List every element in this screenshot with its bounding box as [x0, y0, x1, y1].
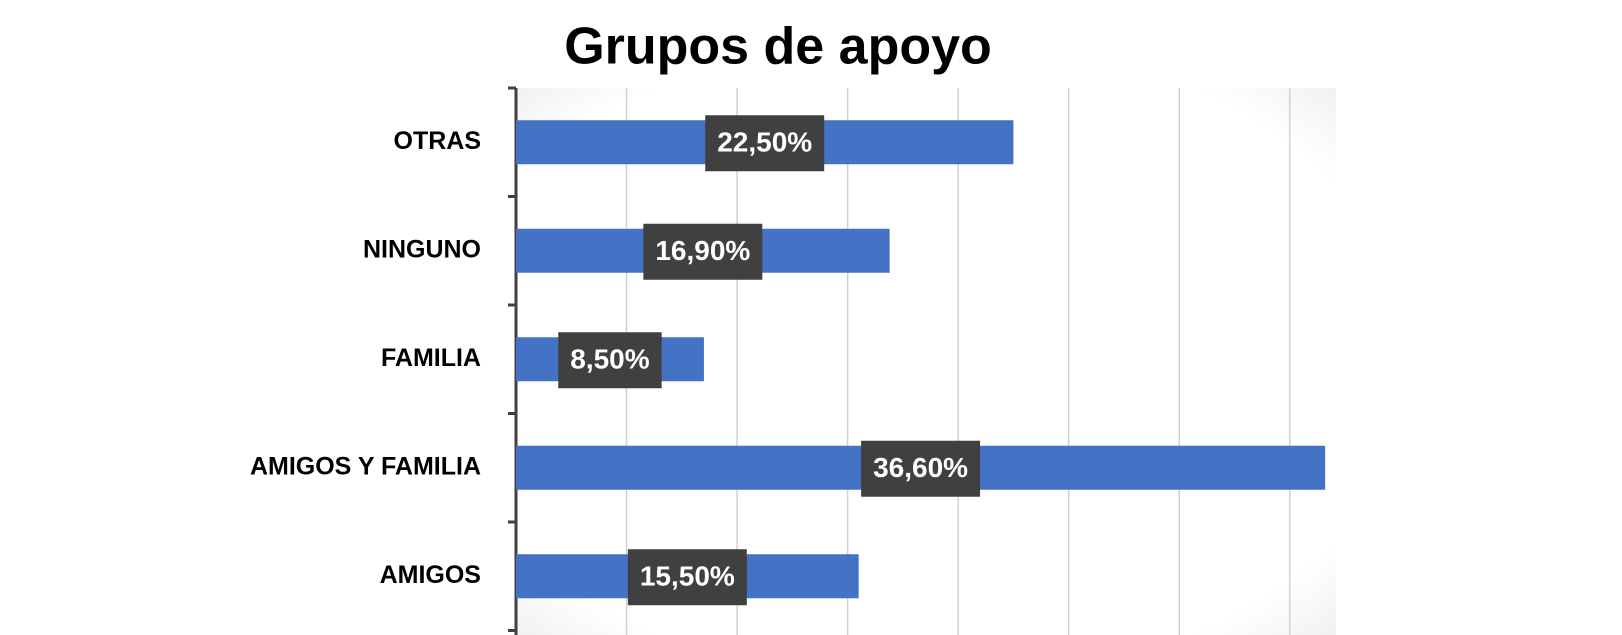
- data-label: 22,50%: [717, 127, 812, 158]
- data-label: 16,90%: [655, 235, 750, 266]
- data-label-box: [558, 332, 662, 389]
- data-label: 36,60%: [873, 452, 968, 483]
- chart-title: Grupos de apoyo: [564, 18, 992, 76]
- data-label-box: [705, 115, 825, 172]
- y-tick-label: NINGUNO: [363, 235, 481, 263]
- data-label: 8,50%: [570, 344, 649, 375]
- y-tick-label: OTRAS: [394, 127, 482, 155]
- data-label: 15,50%: [640, 561, 735, 592]
- y-tick-label: FAMILIA: [381, 344, 481, 372]
- data-label-box: [643, 223, 763, 280]
- y-tick-label: AMIGOS Y FAMILIA: [250, 452, 481, 480]
- data-label-box: [861, 440, 981, 497]
- data-label-box: [627, 549, 747, 606]
- y-tick-label: AMIGOS: [380, 561, 481, 589]
